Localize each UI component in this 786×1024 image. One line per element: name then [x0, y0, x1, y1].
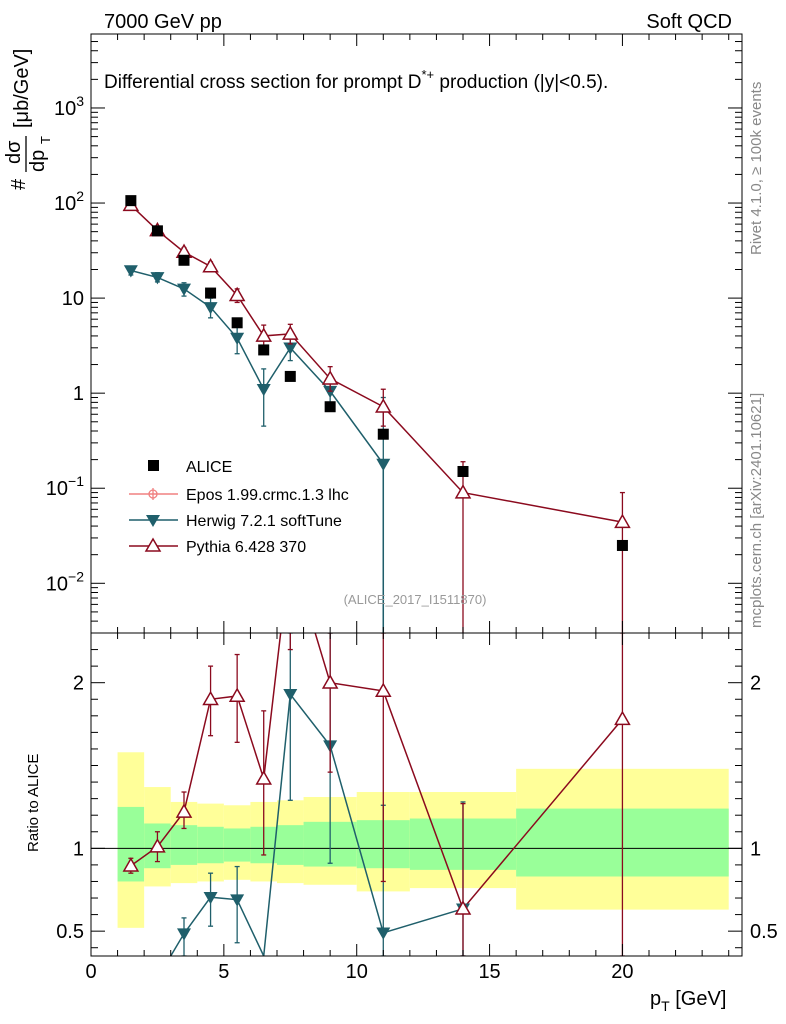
herwig-ratio-point-1 — [203, 891, 218, 905]
herwig-main-point-3 — [203, 302, 218, 315]
alice-main-point-2 — [178, 254, 190, 266]
alice-main-point-5 — [258, 344, 270, 356]
y-tick-label-main-1: 10−1 — [46, 473, 84, 500]
y-tick-label-ratio-left-2: 2 — [73, 673, 84, 695]
pythia-ratio-point-1 — [149, 838, 166, 853]
herwig-main-line — [130, 269, 385, 633]
y-tick-label-ratio-right-1: 1 — [750, 838, 761, 860]
pythia-main-point-4 — [228, 286, 246, 302]
y-tick-label-ratio-right-2: 2 — [750, 673, 761, 695]
axis-ticks — [90, 33, 742, 956]
alice-main-point-8 — [377, 428, 389, 440]
pythia-ratio-point-4 — [228, 687, 246, 702]
herwig-main-point-4 — [230, 332, 245, 346]
y-tick-label-main-4: 102 — [54, 188, 84, 215]
legend-alice-marker — [148, 460, 159, 471]
header-category-label: Soft QCD — [646, 11, 732, 33]
herwig-ratio-point-5 — [376, 927, 391, 940]
band-inner-3 — [197, 826, 224, 864]
y-tick-label-main-3: 10 — [62, 288, 84, 310]
herwig-ratio-point-0 — [177, 928, 191, 941]
ratio-y-axis-label: Ratio to ALICE — [25, 754, 42, 852]
x-tick-label-5: 5 — [218, 961, 229, 983]
y-tick-label-main-0: 10−2 — [46, 568, 84, 595]
alice-main-point-10 — [616, 539, 628, 551]
ylabel-unit: [μb/GeV] — [11, 49, 33, 128]
x-axis-label: pT [GeV] — [650, 988, 726, 1014]
band-inner-4 — [223, 828, 251, 862]
herwig-main-point-2 — [177, 283, 191, 296]
alice-main-point-7 — [324, 401, 336, 413]
mcplots-label: mcplots.cern.ch [arXiv:2401.10621] — [748, 393, 765, 628]
chart-title-sup: *+ — [422, 67, 435, 82]
legend-alice-label: ALICE — [186, 459, 232, 476]
x-tick-label-20: 20 — [611, 961, 633, 983]
herwig-main-point-6 — [283, 342, 298, 355]
legend-pythia-label: Pythia 6.428 370 — [186, 539, 306, 556]
pythia-main-point-7 — [321, 370, 339, 385]
legend-pythia-marker — [144, 537, 162, 552]
alice-main-point-9 — [457, 465, 469, 477]
alice-main-point-4 — [231, 317, 243, 329]
legend-epos-label: Epos 1.99.crmc.1.3 lhc — [186, 487, 349, 504]
alice-main-point-3 — [205, 287, 217, 299]
herwig-main-point-5 — [256, 383, 271, 397]
herwig-main-point-1 — [150, 272, 165, 285]
ratio-frame — [90, 632, 743, 957]
alice-main-point-1 — [151, 225, 163, 237]
legend: ALICE Epos 1.99.crmc.1.3 lhc Herwig 7.2.… — [129, 459, 349, 556]
pythia-ratio-point-8 — [374, 682, 392, 697]
herwig-ratio-line — [170, 692, 464, 956]
y-tick-label-ratio-left-1: 1 — [73, 838, 84, 860]
chart-title: Differential cross section for prompt D*… — [104, 67, 608, 93]
herwig-main-point-7 — [323, 385, 338, 399]
pythia-ratio-point-10 — [614, 710, 631, 726]
main-y-axis-label: # dσ dp T [μb/GeV] — [3, 49, 53, 190]
pythia-main-point-5 — [255, 327, 273, 342]
ylabel-den: dp — [27, 150, 49, 172]
pythia-main-point-6 — [281, 325, 299, 340]
pythia-ratio-point-0 — [122, 857, 140, 872]
y-tick-label-ratio-right-0: 0.5 — [750, 921, 778, 943]
main-plot-area — [122, 195, 631, 633]
pythia-ratio-point-5 — [255, 770, 273, 785]
herwig-ratio-point-2 — [230, 894, 245, 907]
rivet-version-label: Rivet 4.1.0, ≥ 100k events — [748, 82, 765, 255]
chart-title-prefix: Differential cross section for prompt D — [104, 72, 422, 93]
herwig-ratio-point-3 — [283, 689, 298, 702]
ratio-plot-area — [122, 633, 631, 956]
pythia-ratio-point-9 — [454, 900, 472, 915]
x-tick-label-15: 15 — [478, 961, 500, 983]
y-tick-label-main-5: 103 — [54, 93, 84, 120]
y-tick-label-ratio-left-0: 0.5 — [56, 921, 84, 943]
pythia-ratio-point-7 — [321, 674, 339, 689]
pythia-ratio-point-3 — [202, 690, 219, 706]
y-tick-label-main-2: 1 — [73, 383, 84, 405]
alice-main-point-0 — [125, 195, 137, 207]
chart-title-suffix: production (|y|<0.5). — [434, 72, 608, 93]
herwig-main-point-8 — [376, 458, 391, 471]
ylabel-num: dσ — [3, 140, 25, 164]
pythia-main-point-9 — [454, 484, 472, 499]
herwig-main-point-0 — [123, 265, 138, 278]
legend-herwig-marker — [146, 515, 160, 527]
x-tick-label-10: 10 — [346, 961, 368, 983]
pythia-main-point-8 — [374, 398, 392, 413]
x-tick-label-0: 0 — [85, 961, 96, 983]
ylabel-den-sub: T — [38, 136, 53, 144]
band-inner-6 — [277, 825, 304, 865]
legend-herwig-label: Herwig 7.2.1 softTune — [186, 513, 342, 530]
alice-main-point-6 — [284, 370, 296, 382]
axis-tick-labels: 0 5 10 15 20 10−2 10−1 1 10 102 103 0.5 0.5 1 1 2 2 — [46, 93, 778, 983]
header-energy-label: 7000 GeV pp — [104, 11, 222, 33]
pythia-main-point-3 — [202, 257, 219, 273]
analysis-watermark: (ALICE_2017_I1511870) — [344, 592, 487, 607]
band-inner-2 — [170, 825, 198, 865]
pythia-main-point-10 — [614, 513, 631, 529]
ylabel-hash: # — [8, 178, 30, 190]
pythia-ratio-point-2 — [175, 803, 193, 818]
